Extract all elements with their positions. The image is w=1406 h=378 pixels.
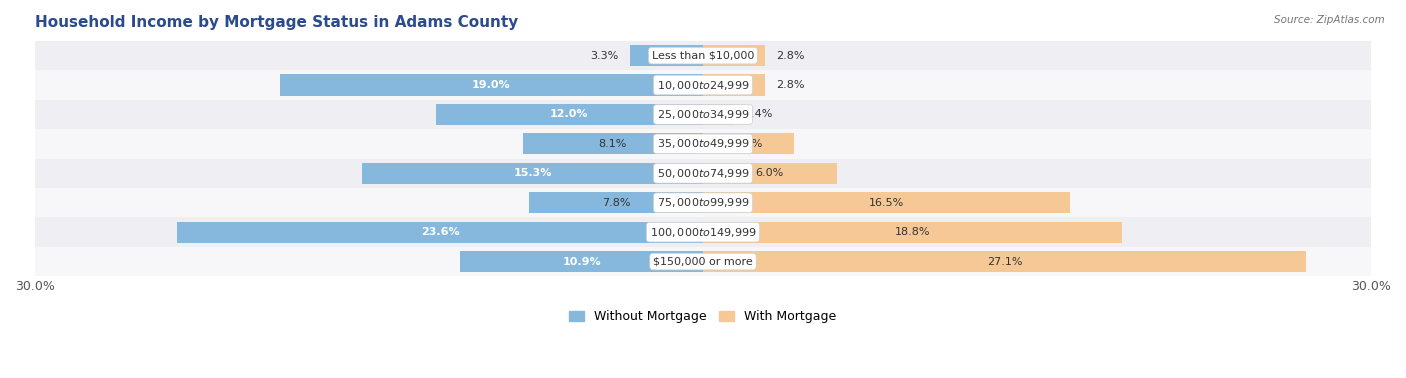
Bar xyxy=(280,74,703,96)
Text: 8.1%: 8.1% xyxy=(599,139,627,149)
Bar xyxy=(35,41,1371,70)
Bar xyxy=(460,251,703,272)
Bar xyxy=(529,192,703,213)
Text: $10,000 to $24,999: $10,000 to $24,999 xyxy=(657,79,749,91)
Bar xyxy=(35,100,1371,129)
Text: $50,000 to $74,999: $50,000 to $74,999 xyxy=(657,167,749,180)
Bar xyxy=(523,133,703,155)
Bar xyxy=(35,247,1371,276)
Legend: Without Mortgage, With Mortgage: Without Mortgage, With Mortgage xyxy=(564,305,842,328)
Text: 7.8%: 7.8% xyxy=(602,198,630,208)
Bar xyxy=(363,163,703,184)
Text: $35,000 to $49,999: $35,000 to $49,999 xyxy=(657,137,749,150)
Bar xyxy=(703,74,765,96)
Text: 27.1%: 27.1% xyxy=(987,257,1022,266)
Bar xyxy=(703,192,1070,213)
Text: Less than $10,000: Less than $10,000 xyxy=(652,51,754,60)
Bar xyxy=(35,159,1371,188)
Text: 15.3%: 15.3% xyxy=(513,168,551,178)
Text: $75,000 to $99,999: $75,000 to $99,999 xyxy=(657,196,749,209)
Text: 3.3%: 3.3% xyxy=(591,51,619,60)
Text: 1.4%: 1.4% xyxy=(745,110,773,119)
Bar xyxy=(630,45,703,66)
Bar xyxy=(35,70,1371,100)
Bar xyxy=(35,129,1371,159)
Text: 19.0%: 19.0% xyxy=(472,80,510,90)
Bar xyxy=(703,133,794,155)
Bar xyxy=(177,222,703,243)
Bar xyxy=(703,251,1306,272)
Text: 10.9%: 10.9% xyxy=(562,257,600,266)
Bar xyxy=(703,163,837,184)
Text: 16.5%: 16.5% xyxy=(869,198,904,208)
Text: $150,000 or more: $150,000 or more xyxy=(654,257,752,266)
Text: 4.1%: 4.1% xyxy=(734,139,763,149)
Text: $100,000 to $149,999: $100,000 to $149,999 xyxy=(650,226,756,239)
Text: Source: ZipAtlas.com: Source: ZipAtlas.com xyxy=(1274,15,1385,25)
Text: 12.0%: 12.0% xyxy=(550,110,589,119)
Bar xyxy=(35,217,1371,247)
Text: Household Income by Mortgage Status in Adams County: Household Income by Mortgage Status in A… xyxy=(35,15,519,30)
Bar xyxy=(436,104,703,125)
Text: 18.8%: 18.8% xyxy=(894,227,931,237)
Text: 2.8%: 2.8% xyxy=(776,80,806,90)
Bar xyxy=(703,104,734,125)
Text: 23.6%: 23.6% xyxy=(420,227,460,237)
Text: 2.8%: 2.8% xyxy=(776,51,806,60)
Bar xyxy=(35,188,1371,217)
Text: 6.0%: 6.0% xyxy=(755,168,785,178)
Bar xyxy=(703,45,765,66)
Text: $25,000 to $34,999: $25,000 to $34,999 xyxy=(657,108,749,121)
Bar xyxy=(703,222,1122,243)
